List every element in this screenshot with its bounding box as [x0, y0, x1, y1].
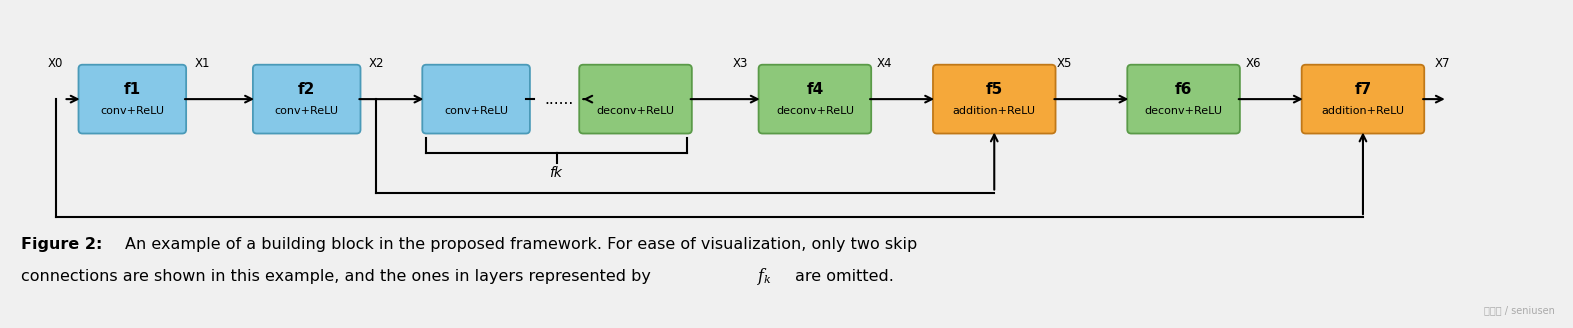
Text: f7: f7 [1354, 82, 1372, 97]
Text: X3: X3 [733, 57, 747, 70]
Text: f2: f2 [297, 82, 316, 97]
Text: $f_k$: $f_k$ [757, 266, 772, 287]
FancyBboxPatch shape [758, 65, 871, 133]
FancyBboxPatch shape [1128, 65, 1240, 133]
Text: addition+ReLU: addition+ReLU [953, 106, 1035, 116]
Text: 小红书 / seniusen: 小红书 / seniusen [1485, 305, 1556, 316]
FancyBboxPatch shape [1302, 65, 1424, 133]
Text: f6: f6 [1175, 82, 1192, 97]
Text: conv+ReLU: conv+ReLU [444, 106, 508, 116]
Text: f4: f4 [807, 82, 824, 97]
Text: f1: f1 [124, 82, 142, 97]
Text: deconv+ReLU: deconv+ReLU [596, 106, 675, 116]
Text: conv+ReLU: conv+ReLU [101, 106, 164, 116]
FancyBboxPatch shape [422, 65, 530, 133]
FancyBboxPatch shape [579, 65, 692, 133]
Text: X1: X1 [195, 57, 209, 70]
FancyBboxPatch shape [933, 65, 1055, 133]
Text: X6: X6 [1246, 57, 1262, 70]
Text: X7: X7 [1435, 57, 1450, 70]
Text: connections are shown in this example, and the ones in layers represented by: connections are shown in this example, a… [20, 269, 656, 284]
Text: addition+ReLU: addition+ReLU [1321, 106, 1405, 116]
Text: ......: ...... [544, 92, 574, 107]
Text: f5: f5 [986, 82, 1004, 97]
Text: X4: X4 [876, 57, 892, 70]
FancyBboxPatch shape [253, 65, 360, 133]
Text: X2: X2 [368, 57, 384, 70]
Text: X0: X0 [47, 57, 63, 70]
Text: are omitted.: are omitted. [796, 269, 893, 284]
Text: deconv+ReLU: deconv+ReLU [1145, 106, 1222, 116]
Text: An example of a building block in the proposed framework. For ease of visualizat: An example of a building block in the pr… [126, 237, 917, 252]
FancyBboxPatch shape [79, 65, 186, 133]
Text: conv+ReLU: conv+ReLU [275, 106, 338, 116]
Text: X5: X5 [1057, 57, 1071, 70]
Text: Figure 2:: Figure 2: [20, 237, 102, 252]
Text: fk: fk [549, 166, 562, 180]
Text: deconv+ReLU: deconv+ReLU [775, 106, 854, 116]
